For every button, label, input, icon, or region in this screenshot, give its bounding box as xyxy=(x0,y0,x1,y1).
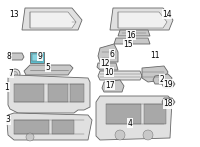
Polygon shape xyxy=(114,38,150,44)
Polygon shape xyxy=(110,8,173,30)
Circle shape xyxy=(159,77,165,83)
Polygon shape xyxy=(162,80,175,88)
Circle shape xyxy=(26,133,34,141)
Bar xyxy=(144,104,166,124)
Text: 3: 3 xyxy=(6,116,10,125)
Text: 15: 15 xyxy=(123,40,133,49)
Polygon shape xyxy=(98,71,142,80)
Polygon shape xyxy=(30,12,76,28)
Polygon shape xyxy=(24,65,73,75)
Text: 5: 5 xyxy=(46,62,50,71)
Bar xyxy=(14,120,49,134)
Polygon shape xyxy=(7,113,92,140)
Polygon shape xyxy=(102,80,124,92)
Polygon shape xyxy=(118,12,167,28)
Polygon shape xyxy=(118,30,150,36)
Polygon shape xyxy=(22,8,82,30)
Circle shape xyxy=(164,98,172,106)
Text: 19: 19 xyxy=(163,80,173,88)
Text: 7: 7 xyxy=(9,69,13,77)
Bar xyxy=(106,104,141,124)
Circle shape xyxy=(115,130,125,140)
Text: 11: 11 xyxy=(150,51,160,60)
Text: 16: 16 xyxy=(126,30,136,40)
Polygon shape xyxy=(142,66,168,82)
Polygon shape xyxy=(153,74,172,84)
Polygon shape xyxy=(97,63,118,70)
Text: 8: 8 xyxy=(7,51,11,61)
Text: 6: 6 xyxy=(110,50,114,59)
Text: 2: 2 xyxy=(160,75,164,83)
Text: 4: 4 xyxy=(128,118,132,127)
Polygon shape xyxy=(162,98,175,106)
Text: 10: 10 xyxy=(104,67,114,76)
Bar xyxy=(48,84,68,102)
Text: 13: 13 xyxy=(9,10,19,19)
Text: 1: 1 xyxy=(5,82,9,91)
Bar xyxy=(52,120,74,134)
Bar xyxy=(70,84,84,102)
Bar xyxy=(14,84,44,102)
Text: 17: 17 xyxy=(105,81,115,90)
Circle shape xyxy=(143,130,153,140)
Text: 12: 12 xyxy=(100,59,110,67)
Circle shape xyxy=(164,81,172,87)
Text: 9: 9 xyxy=(38,51,42,61)
Polygon shape xyxy=(32,54,42,61)
Polygon shape xyxy=(8,75,90,113)
Circle shape xyxy=(10,69,20,79)
Polygon shape xyxy=(30,52,44,63)
Text: 18: 18 xyxy=(163,100,173,108)
Polygon shape xyxy=(96,96,172,140)
Text: 14: 14 xyxy=(162,10,172,19)
Polygon shape xyxy=(98,44,118,62)
Polygon shape xyxy=(9,53,24,60)
Circle shape xyxy=(13,71,18,76)
